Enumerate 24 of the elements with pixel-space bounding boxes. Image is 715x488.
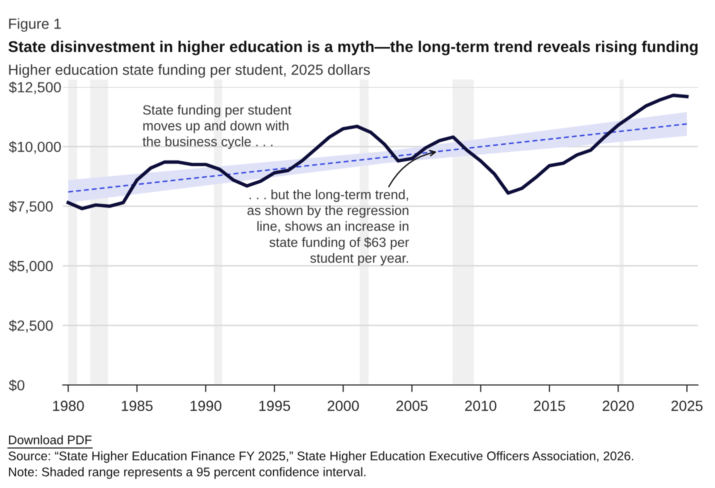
x-tick-label: 1985 [122,400,153,411]
annotation: . . . but the long-term trend, as shown by the regression line, shows an increase in state funding of $63 per student per year. [247,190,409,266]
y-tick-label: $12,500 [8,81,61,94]
chart-title: State disinvestment in higher education is a myth—the long-term trend reveals rising funding [8,40,698,56]
x-tick-label: 2010 [465,400,496,411]
chart-subtitle: Higher education state funding per student, 2025 dollars [9,64,370,78]
x-tick-label: 2000 [328,400,359,411]
y-tick-label: $2,500 [8,320,53,333]
x-tick-label: 1990 [190,400,222,411]
y-tick-label: $7,500 [8,200,53,214]
text: Note: Shaded range represents a 95 percent confidence interval. [9,467,366,479]
source-note: Source: “State Higher Education Finance FY 2025,” State Higher Education Executive Officers Association, 2026. [8,451,634,463]
x-tick-label: 1995 [259,400,290,411]
x-tick-label: 2020 [602,400,634,411]
text: Download PDF [9,435,92,444]
y-tick-label: $0 [8,379,24,392]
caption: Figure 1 [9,18,61,32]
x-tick-label: 1980 [53,400,84,411]
y-tick-label: $10,000 [8,141,61,154]
x-tick-label: 2025 [671,400,703,411]
annotation: State funding per student moves up and down with the business cycle . . . [142,104,292,149]
y-tick-label: $5,000 [8,260,53,273]
x-tick-label: 2005 [396,400,428,411]
x-tick-label: 2015 [534,400,566,411]
